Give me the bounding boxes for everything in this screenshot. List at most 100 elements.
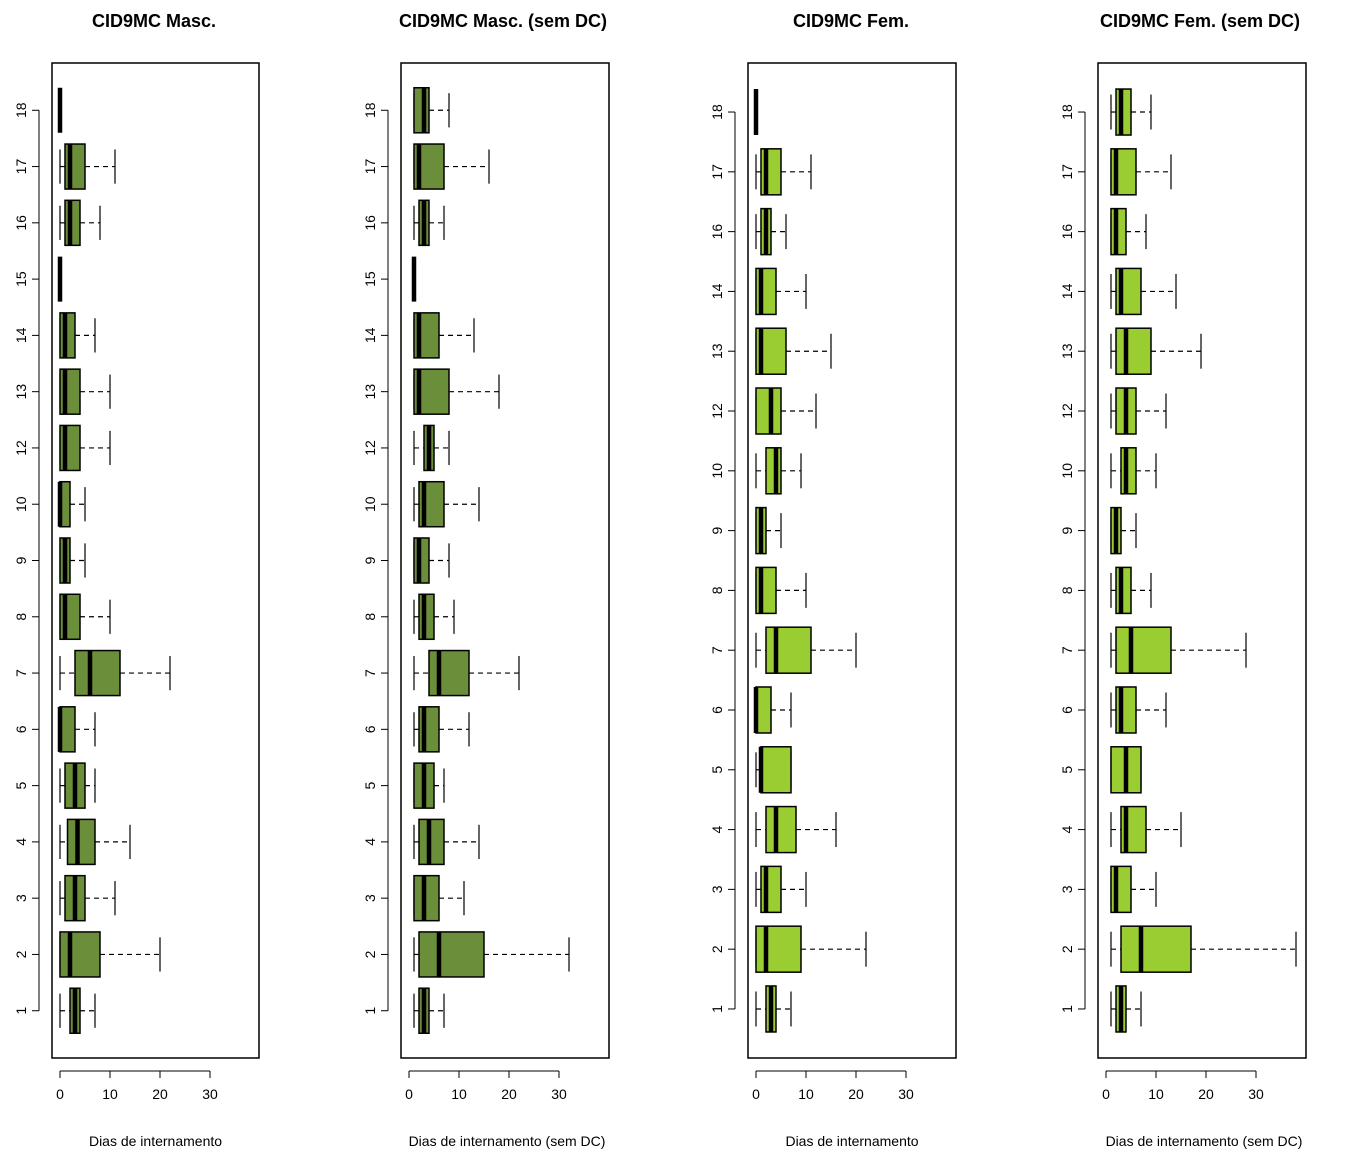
y-tick-label: 4	[709, 825, 725, 833]
box-iqr	[755, 387, 782, 435]
box-12	[413, 424, 450, 472]
box-1	[413, 987, 445, 1034]
box-8	[413, 593, 455, 641]
box-17	[59, 143, 116, 190]
y-tick-label: 5	[1059, 766, 1075, 774]
y-tick-label: 8	[362, 613, 378, 621]
x-tick-label: 0	[1102, 1086, 1110, 1102]
box-iqr	[59, 312, 76, 359]
y-tick-label: 10	[13, 496, 29, 512]
y-tick-label: 2	[362, 950, 378, 958]
box-5	[59, 762, 96, 809]
y-tick-label: 15	[13, 271, 29, 287]
box-4	[1110, 805, 1182, 854]
x-tick-label: 30	[202, 1086, 218, 1102]
box-iqr	[413, 537, 430, 584]
y-tick-label: 12	[362, 440, 378, 456]
y-tick-label: 5	[13, 782, 29, 790]
box-1	[59, 987, 96, 1034]
box-iqr	[765, 447, 782, 495]
box-5	[755, 746, 792, 794]
y-tick-label: 17	[709, 164, 725, 180]
box-13	[413, 368, 500, 415]
box-iqr	[1115, 626, 1172, 674]
y-tick-label: 2	[709, 945, 725, 953]
box-2	[1110, 925, 1297, 973]
box-17	[1110, 148, 1172, 196]
box-10	[755, 447, 802, 495]
y-tick-label: 13	[13, 384, 29, 400]
box-10	[413, 480, 480, 528]
x-tick-label: 0	[405, 1086, 413, 1102]
box-7	[755, 626, 857, 674]
y-tick-label: 14	[13, 327, 29, 343]
y-tick-label: 12	[709, 403, 725, 419]
y-tick-label: 1	[13, 1007, 29, 1015]
box-5	[413, 762, 445, 809]
box-9	[413, 537, 450, 584]
y-tick-label: 1	[709, 1005, 725, 1013]
box-iqr	[765, 805, 797, 854]
box-2	[59, 931, 161, 978]
y-tick-label: 16	[1059, 224, 1075, 240]
y-tick-label: 6	[709, 706, 725, 714]
box-iqr	[64, 199, 81, 247]
y-tick-label: 9	[362, 556, 378, 564]
box-iqr	[755, 925, 802, 973]
y-tick-label: 3	[13, 894, 29, 902]
box-3	[1110, 865, 1157, 914]
box-6	[1110, 686, 1167, 734]
plot-frame	[51, 62, 260, 1059]
box-iqr	[418, 818, 445, 866]
x-tick-label: 10	[102, 1086, 118, 1102]
y-tick-label: 9	[1059, 527, 1075, 535]
box-3	[59, 874, 116, 922]
y-tick-label: 17	[1059, 164, 1075, 180]
y-tick-label: 12	[13, 440, 29, 456]
chart-panel-4: CID9MC Fem. (sem DC) 0 10 20 30 Dias de inter…	[1059, 11, 1307, 1149]
chart-panel-2: CID9MC Masc. (sem DC) 0 10 20 30 Dias de inte…	[362, 11, 610, 1149]
y-tick-label: 9	[709, 527, 725, 535]
box-9	[755, 506, 782, 555]
y-tick-label: 7	[362, 669, 378, 677]
box-17	[755, 148, 812, 196]
box-13	[1110, 327, 1202, 375]
y-tick-label: 8	[1059, 586, 1075, 594]
y-tick-label: 6	[362, 725, 378, 733]
y-tick-label: 8	[13, 613, 29, 621]
y-tick-label: 17	[362, 159, 378, 175]
x-tick-label: 10	[451, 1086, 467, 1102]
x-tick-label: 10	[1148, 1086, 1164, 1102]
chart-title: CID9MC Fem.	[793, 11, 909, 31]
box-6	[57, 706, 96, 753]
box-8	[755, 566, 807, 615]
box-6	[413, 706, 470, 753]
x-tick-label: 20	[152, 1086, 168, 1102]
x-tick-label: 30	[1248, 1086, 1264, 1102]
y-tick-label: 3	[362, 894, 378, 902]
box-iqr	[1115, 327, 1152, 375]
y-tick-label: 5	[362, 782, 378, 790]
y-tick-label: 6	[1059, 706, 1075, 714]
box-18	[1110, 88, 1152, 136]
y-tick-label: 13	[709, 343, 725, 359]
box-7	[1110, 626, 1247, 674]
x-tick-label: 0	[752, 1086, 760, 1102]
y-tick-label: 18	[709, 104, 725, 120]
y-tick-label: 4	[1059, 825, 1075, 833]
box-iqr	[760, 746, 792, 794]
y-tick-label: 7	[1059, 646, 1075, 654]
box-iqr	[413, 87, 430, 134]
y-tick-label: 6	[13, 725, 29, 733]
box-4	[59, 818, 131, 866]
y-tick-label: 10	[362, 496, 378, 512]
x-tick-label: 0	[56, 1086, 64, 1102]
box-8	[59, 593, 111, 641]
y-tick-label: 8	[709, 586, 725, 594]
box-iqr	[413, 874, 440, 922]
x-axis-label: Dias de internamento (sem DC)	[409, 1133, 606, 1149]
x-axis-label: Dias de internamento	[89, 1133, 222, 1149]
y-tick-label: 3	[709, 885, 725, 893]
box-3	[755, 865, 807, 914]
box-7	[413, 649, 520, 697]
